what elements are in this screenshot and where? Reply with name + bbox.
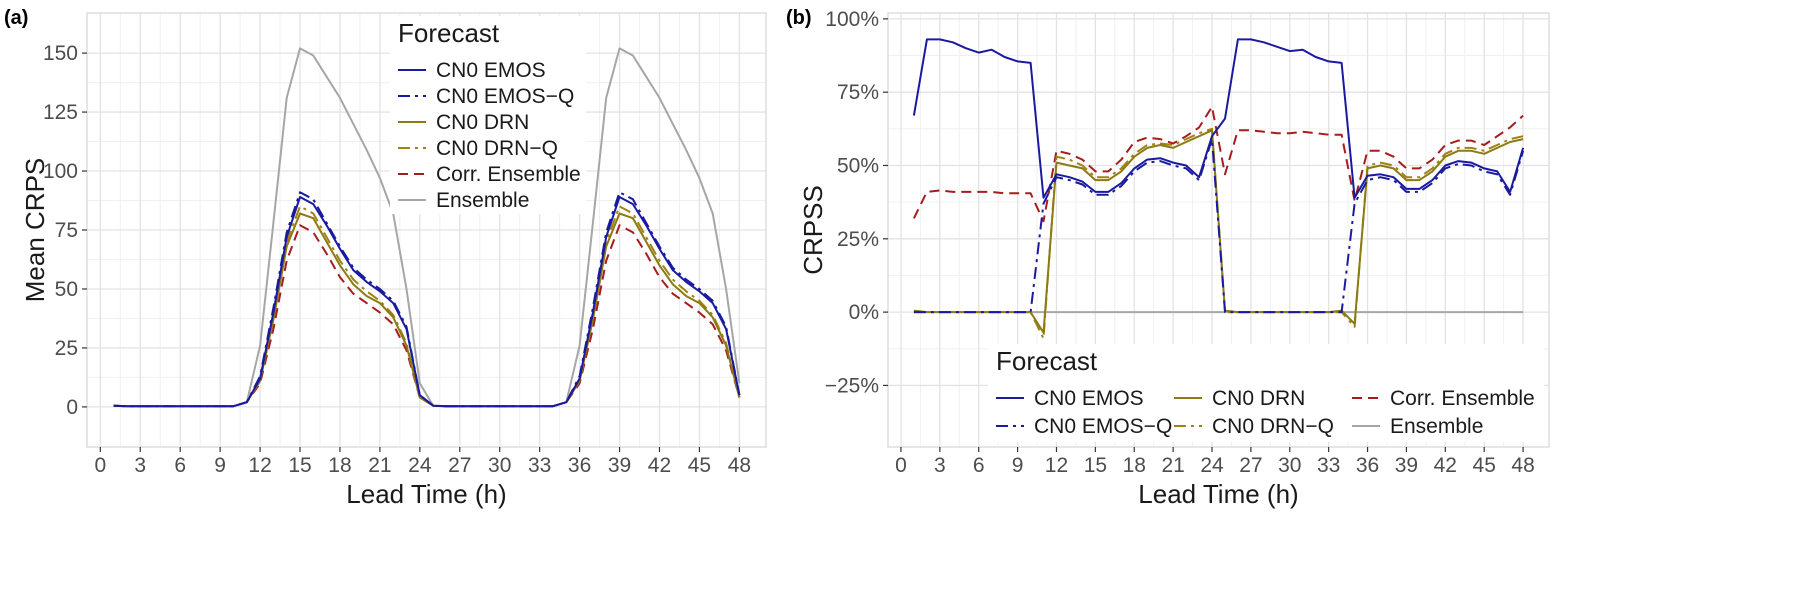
series-line-corr-ensemble — [913, 105, 1524, 223]
x-tick-label: 42 — [648, 454, 671, 477]
x-tick-label: 27 — [1239, 454, 1262, 477]
x-tick-label: 6 — [973, 454, 985, 477]
x-tick-label: 30 — [1278, 454, 1301, 477]
x-tick-label: 36 — [1356, 454, 1379, 477]
legend-label: CN0 DRN−Q — [1212, 415, 1334, 438]
y-tick-label: 0 — [66, 396, 78, 419]
x-tick-label: 30 — [488, 454, 511, 477]
y-tick-label: 50 — [55, 278, 78, 301]
plot-frame — [887, 12, 1550, 448]
legend-label: CN0 EMOS−Q — [436, 85, 574, 108]
legend: Forecast CN0 EMOS CN0 EMOS−Q CN0 DRN CN0 DRN… — [988, 344, 1544, 442]
x-tick-label: 6 — [174, 454, 186, 477]
x-tick-label: 27 — [448, 454, 471, 477]
y-tick-label: 100 — [43, 160, 78, 183]
legend-label: Corr. Ensemble — [1390, 387, 1535, 410]
x-axis-title: Lead Time (h) — [1138, 479, 1298, 509]
panel-label: (a) — [4, 7, 28, 29]
y-axis-title: Mean CRPS — [20, 158, 50, 303]
chart-panel-b: 0 3 6 9 12 15 18 21 24 27 30 33 36 39 42 45 48−25%0%25%5… — [786, 7, 1550, 509]
y-tick-label: 150 — [43, 42, 78, 65]
x-tick-label: 24 — [408, 454, 432, 477]
series-line-cn0-emos — [113, 196, 741, 408]
x-tick-label: 9 — [1012, 454, 1024, 477]
x-tick-label: 36 — [568, 454, 591, 477]
legend: Forecast CN0 EMOS CN0 EMOS−Q CN0 DRN CN0 DRN… — [390, 16, 586, 214]
x-tick-label: 24 — [1200, 454, 1224, 477]
x-tick-label: 3 — [934, 454, 946, 477]
y-tick-label: 0% — [849, 301, 879, 324]
y-tick-label: 75% — [837, 81, 879, 104]
x-tick-label: 21 — [1161, 454, 1184, 477]
legend-title: Forecast — [398, 18, 500, 48]
x-tick-label: 48 — [1511, 454, 1534, 477]
legend-background — [988, 344, 1544, 442]
x-tick-label: 3 — [134, 454, 146, 477]
y-axis-title: CRPSS — [798, 185, 828, 275]
legend-label: Corr. Ensemble — [436, 163, 581, 186]
x-tick-label: 33 — [1317, 454, 1340, 477]
legend-label: CN0 DRN — [1212, 387, 1305, 410]
x-tick-label: 15 — [1084, 454, 1107, 477]
x-tick-label: 33 — [528, 454, 551, 477]
y-tick-label: 75 — [55, 219, 78, 242]
x-tick-label: 12 — [1045, 454, 1068, 477]
x-tick-label: 48 — [728, 454, 751, 477]
series-line-cn0-emos — [912, 38, 1525, 199]
x-tick-label: 18 — [328, 454, 351, 477]
x-tick-label: 39 — [608, 454, 631, 477]
legend-label: Ensemble — [436, 189, 529, 212]
x-tick-label: 39 — [1395, 454, 1418, 477]
y-tick-label: 125 — [43, 101, 78, 124]
x-tick-label: 0 — [94, 454, 106, 477]
y-tick-label: −25% — [825, 374, 879, 397]
x-tick-label: 0 — [895, 454, 907, 477]
legend-label: CN0 EMOS−Q — [1034, 415, 1172, 438]
x-tick-label: 21 — [368, 454, 391, 477]
legend-label: Ensemble — [1390, 415, 1483, 438]
x-tick-label: 45 — [688, 454, 711, 477]
legend-label: CN0 DRN−Q — [436, 137, 558, 160]
y-tick-label: 100% — [825, 8, 879, 31]
y-tick-label: 25 — [55, 337, 78, 360]
x-tick-label: 9 — [214, 454, 226, 477]
series-line-cn0-emos-q — [913, 138, 1525, 314]
y-tick-label: 25% — [837, 228, 879, 251]
x-axis-title: Lead Time (h) — [346, 479, 506, 509]
legend-label: CN0 EMOS — [1034, 387, 1144, 410]
x-tick-label: 15 — [288, 454, 311, 477]
y-tick-label: 50% — [837, 154, 879, 177]
x-tick-label: 12 — [248, 454, 271, 477]
legend-label: CN0 EMOS — [436, 59, 546, 82]
legend-title: Forecast — [996, 346, 1098, 376]
x-tick-label: 18 — [1123, 454, 1146, 477]
x-tick-label: 42 — [1434, 454, 1457, 477]
legend-label: CN0 DRN — [436, 111, 529, 134]
panel-label: (b) — [786, 7, 812, 29]
x-tick-label: 45 — [1473, 454, 1496, 477]
chart-panel-a: 0 3 6 9 12 15 18 21 24 27 30 33 36 39 42 45 480255075100… — [4, 7, 767, 509]
legend-background — [390, 16, 586, 214]
